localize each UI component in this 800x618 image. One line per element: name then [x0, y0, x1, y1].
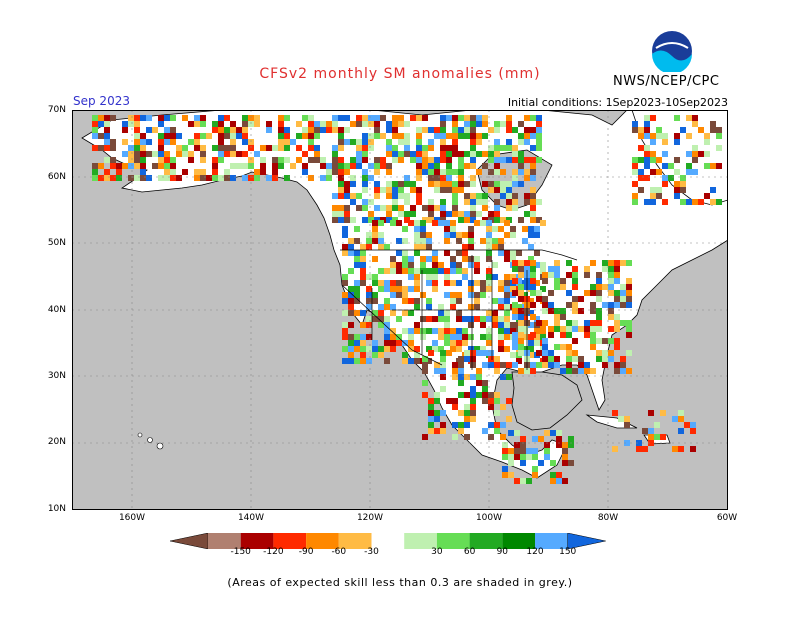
colorbar-tick-label: -120 [263, 547, 284, 557]
lat-label-50n: 50N [47, 238, 66, 248]
colorbar-tick-label: -150 [230, 547, 251, 557]
colorbar-tick-label: -30 [364, 547, 379, 557]
colorbar-swatch [208, 533, 241, 549]
colorbar-swatch [371, 533, 405, 549]
lon-label-80w: 80W [597, 513, 619, 523]
colorbar-swatch [273, 533, 307, 549]
colorbar-tick-label: -90 [298, 547, 314, 557]
colorbar-tick-label: 90 [496, 547, 509, 557]
anomaly-cells [92, 115, 722, 484]
colorbar-tick-label: -60 [331, 547, 347, 557]
lat-label-40n: 40N [47, 305, 66, 315]
initial-conditions-label: Initial conditions: 1Sep2023-10Sep2023 [507, 96, 728, 109]
colorbar-tick-label: 30 [431, 547, 443, 557]
lon-label-160w: 160W [118, 513, 146, 523]
colorbar-swatch [469, 533, 503, 549]
soil-moisture-anomaly-map [72, 110, 728, 510]
colorbar-swatch [338, 533, 372, 549]
lon-label-120w: 120W [356, 513, 384, 523]
lon-label-60w: 60W [716, 513, 738, 523]
lon-label-100w: 100W [475, 513, 503, 523]
colorbar-swatch [436, 533, 470, 549]
noaa-logo-icon [650, 30, 694, 76]
month-label: Sep 2023 [73, 94, 130, 108]
colorbar-tick-label: 150 [559, 547, 577, 557]
colorbar-tick-label: 60 [463, 547, 476, 557]
color-scale-bar [170, 533, 606, 549]
colorbar-swatch [306, 533, 339, 549]
agency-label: NWS/NCEP/CPC [613, 74, 720, 89]
gulf-of-mexico [511, 371, 583, 431]
colorbar-swatch [240, 533, 274, 549]
lat-label-20n: 20N [47, 437, 66, 447]
colorbar-swatch [535, 533, 568, 549]
lat-label-30n: 30N [47, 371, 66, 381]
map-title: CFSv2 monthly SM anomalies (mm) [259, 66, 541, 82]
colorbar-swatch [502, 533, 535, 549]
hawaii-island [137, 432, 143, 438]
lat-label-60n: 60N [47, 172, 66, 182]
skill-footnote: (Areas of expected skill less than 0.3 a… [227, 576, 573, 589]
colorbar-swatch [404, 533, 437, 549]
lon-label-140w: 140W [237, 513, 265, 523]
colorbar-tick-label: 120 [526, 547, 544, 557]
colorbar-high-arrow [567, 533, 606, 549]
colorbar-low-arrow [170, 533, 209, 549]
lat-label-10n: 10N [47, 504, 66, 514]
lat-label-70n: 70N [47, 105, 66, 115]
graticule [72, 110, 728, 510]
